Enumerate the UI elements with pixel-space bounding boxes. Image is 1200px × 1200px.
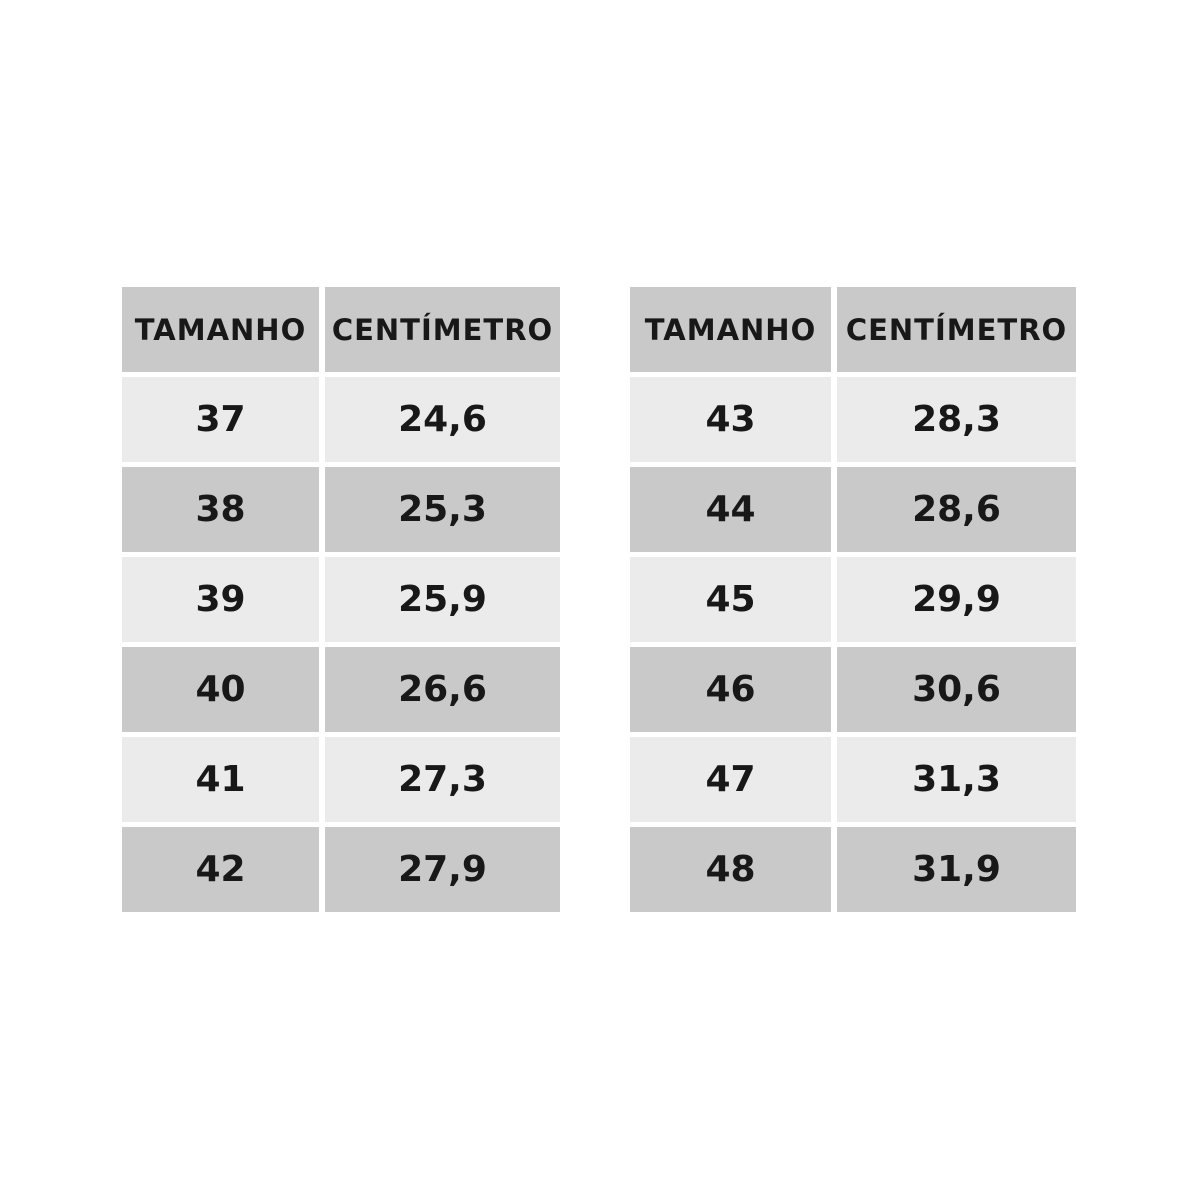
size-cell: 39	[122, 557, 319, 642]
cm-cell: 25,9	[325, 557, 560, 642]
cm-cell: 31,3	[837, 737, 1076, 822]
size-cell: 38	[122, 467, 319, 552]
size-cell: 44	[630, 467, 831, 552]
size-cell: 37	[122, 377, 319, 462]
size-cell: 40	[122, 647, 319, 732]
size-cell: 47	[630, 737, 831, 822]
cm-cell: 31,9	[837, 827, 1076, 912]
size-cell: 46	[630, 647, 831, 732]
size-cell: 48	[630, 827, 831, 912]
size-chart-right: TAMANHO CENTÍMETRO 43 28,3 44 28,6 45 29…	[630, 287, 1076, 912]
size-chart-left: TAMANHO CENTÍMETRO 37 24,6 38 25,3 39 25…	[122, 287, 560, 912]
cm-cell: 28,3	[837, 377, 1076, 462]
cm-cell: 30,6	[837, 647, 1076, 732]
column-header-tamanho: TAMANHO	[630, 287, 831, 372]
cm-cell: 29,9	[837, 557, 1076, 642]
size-cell: 42	[122, 827, 319, 912]
cm-cell: 28,6	[837, 467, 1076, 552]
column-header-centimetro: CENTÍMETRO	[837, 287, 1076, 372]
size-cell: 45	[630, 557, 831, 642]
column-header-centimetro: CENTÍMETRO	[325, 287, 560, 372]
cm-cell: 27,9	[325, 827, 560, 912]
cm-cell: 25,3	[325, 467, 560, 552]
column-header-tamanho: TAMANHO	[122, 287, 319, 372]
cm-cell: 26,6	[325, 647, 560, 732]
size-cell: 43	[630, 377, 831, 462]
size-cell: 41	[122, 737, 319, 822]
cm-cell: 27,3	[325, 737, 560, 822]
cm-cell: 24,6	[325, 377, 560, 462]
